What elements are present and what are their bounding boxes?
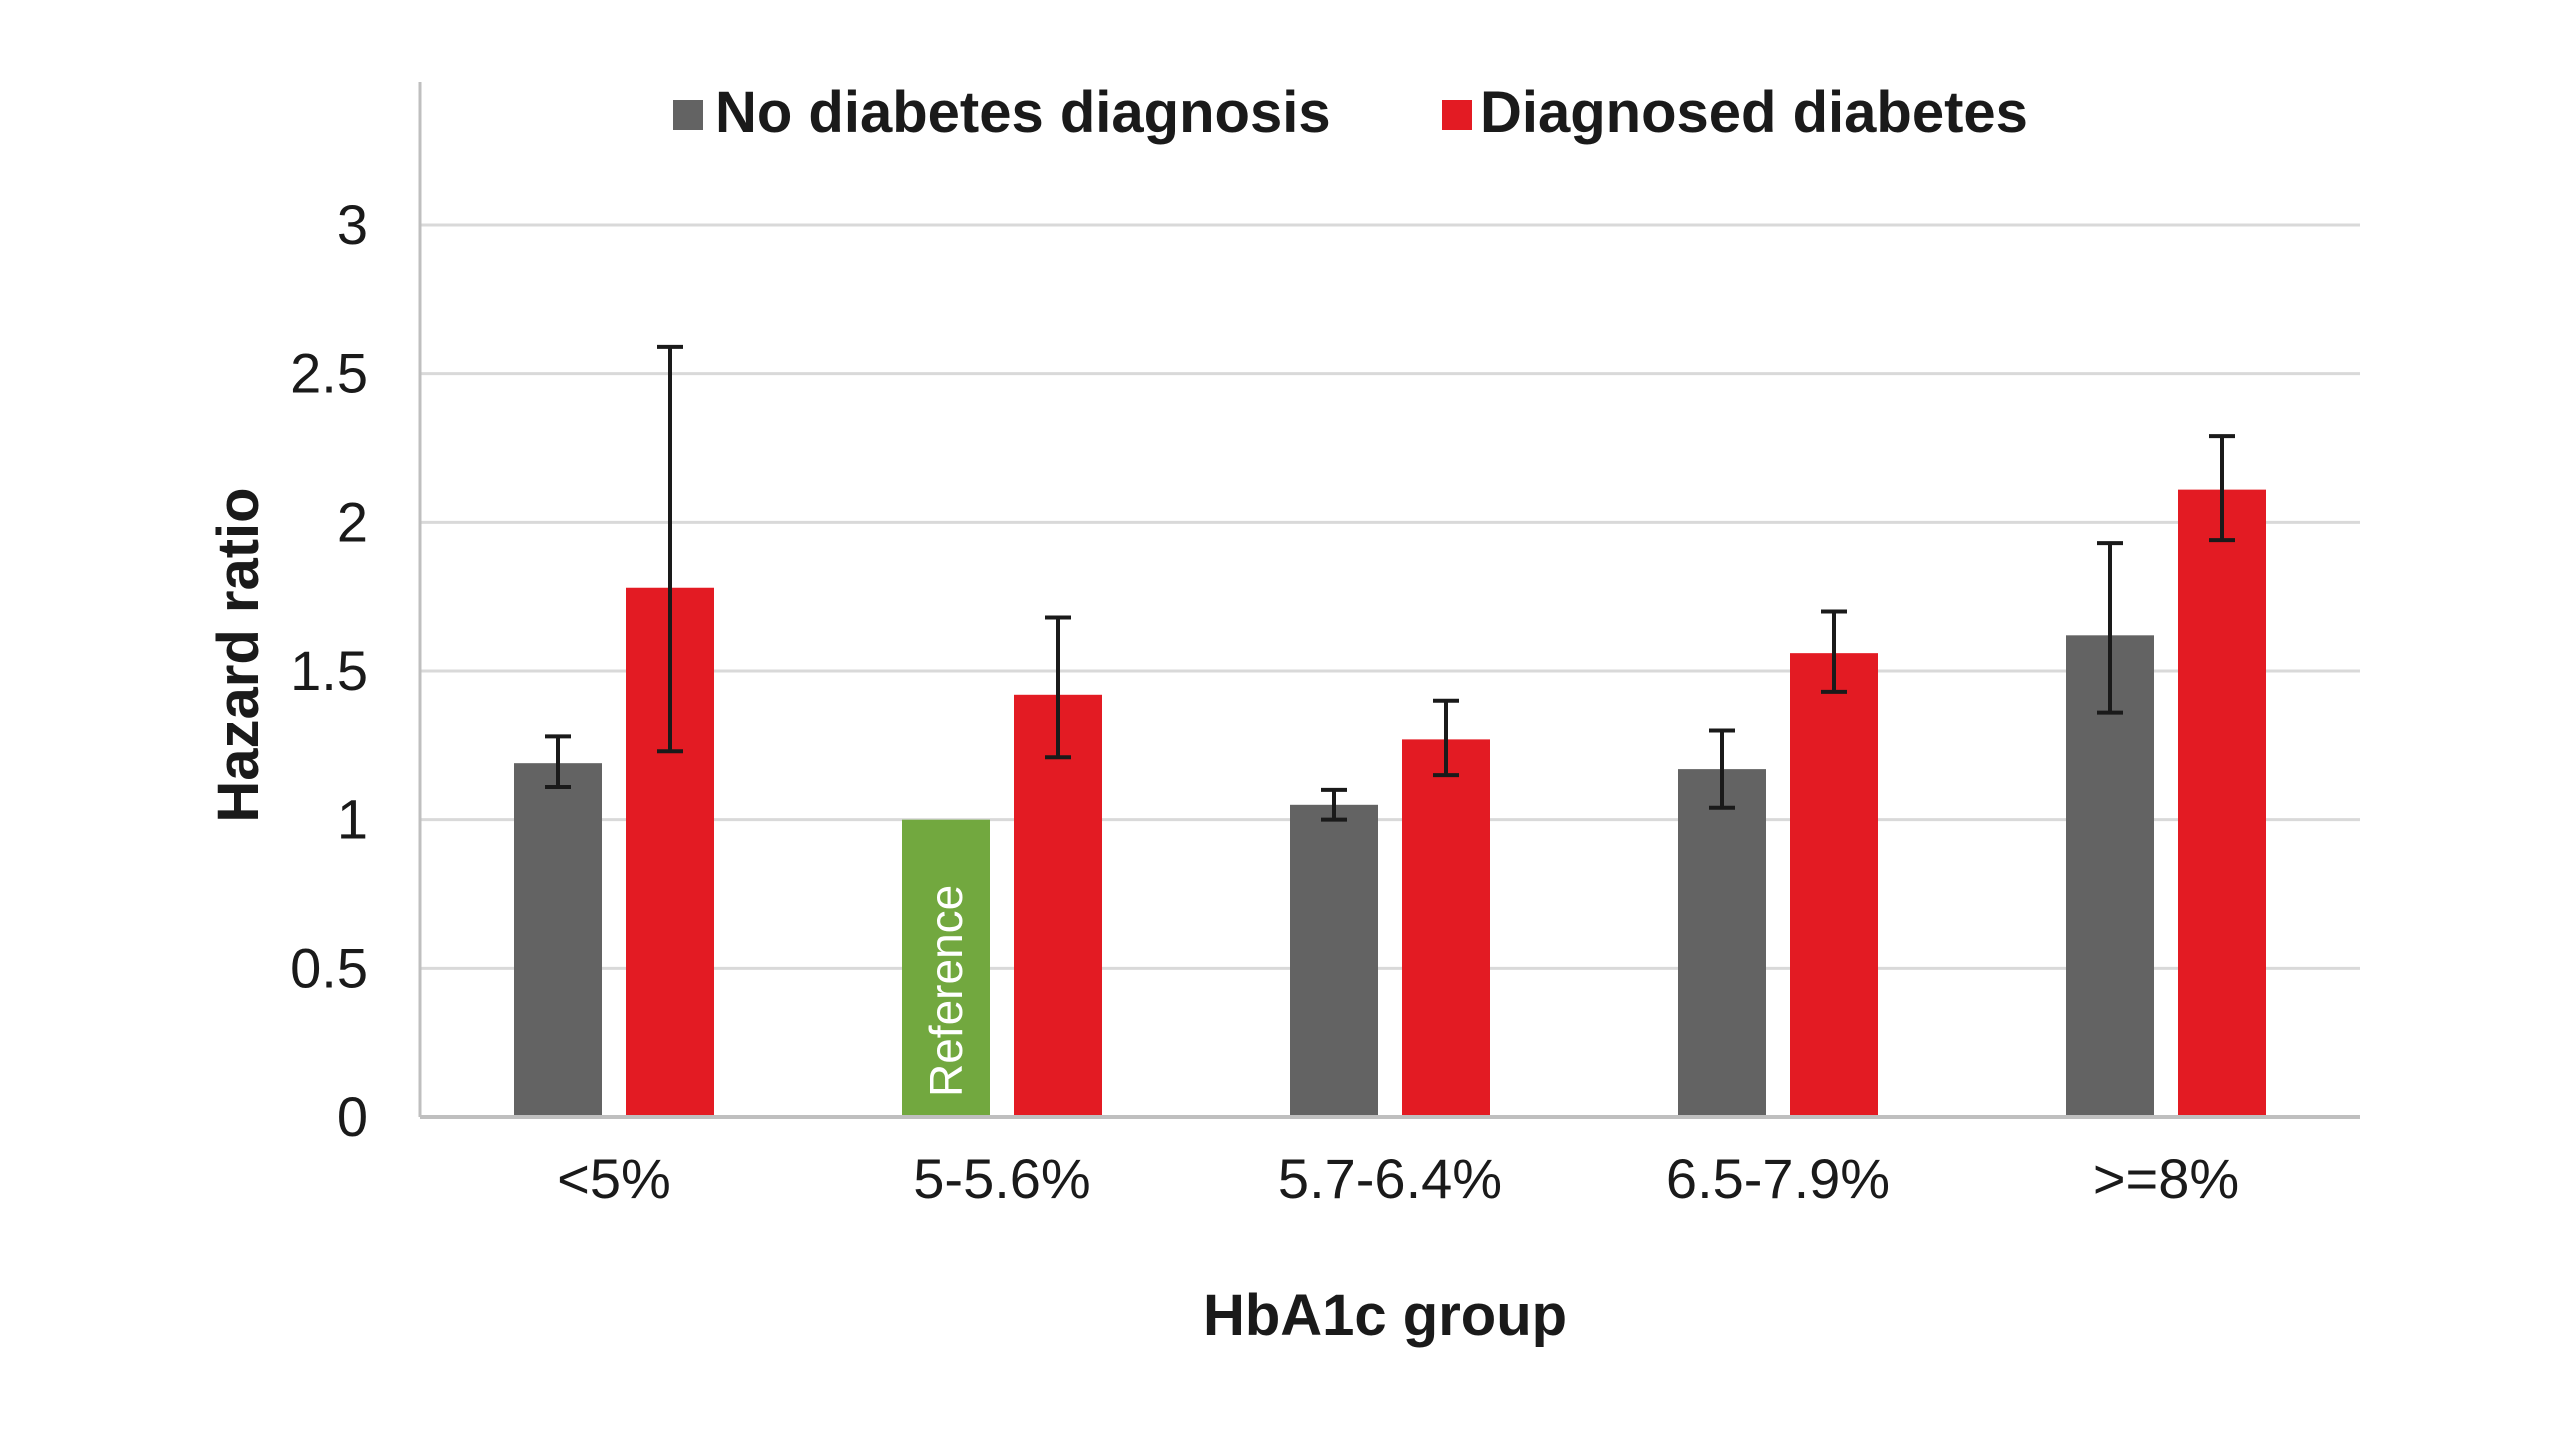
legend-swatch xyxy=(1442,100,1472,130)
y-tick-label: 2.5 xyxy=(290,342,368,405)
x-tick-label: 5-5.6% xyxy=(913,1147,1090,1210)
bar xyxy=(2066,635,2154,1117)
legend: No diabetes diagnosis Diagnosed diabetes xyxy=(673,80,2028,145)
x-tick-label: >=8% xyxy=(2093,1147,2239,1210)
y-tick-label: 0.5 xyxy=(290,936,368,999)
y-tick-label: 2 xyxy=(337,490,368,553)
y-tick-label: 3 xyxy=(337,193,368,256)
y-axis-title: Hazard ratio xyxy=(206,487,271,822)
x-axis-title: HbA1c group xyxy=(1203,1283,1567,1348)
bars: Reference xyxy=(514,489,2266,1117)
reference-bar xyxy=(902,819,990,1117)
x-tick-label: <5% xyxy=(557,1147,671,1210)
y-tick-label: 1 xyxy=(337,788,368,851)
x-tick-label: 6.5-7.9% xyxy=(1666,1147,1890,1210)
gridlines xyxy=(420,223,2360,970)
y-tick-label: 0 xyxy=(337,1085,368,1148)
bar xyxy=(1290,804,1378,1117)
bar xyxy=(1678,769,1766,1117)
axes xyxy=(418,82,2360,1119)
bar xyxy=(514,763,602,1117)
tick-labels: 0 0.5 1 1.5 2 2.5 3 <5% 5-5.6% 5.7-6.4% 6.5-7.9% >=… xyxy=(290,193,2239,1210)
x-tick-label: 5.7-6.4% xyxy=(1278,1147,1502,1210)
bar xyxy=(2178,489,2266,1117)
bar xyxy=(1790,653,1878,1117)
legend-swatch xyxy=(673,100,703,130)
legend-label: No diabetes diagnosis xyxy=(715,80,1331,145)
error-bars xyxy=(545,344,2235,822)
y-tick-label: 1.5 xyxy=(290,639,368,702)
bar xyxy=(1402,739,1490,1117)
bar xyxy=(1014,694,1102,1117)
legend-label: Diagnosed diabetes xyxy=(1480,80,2028,145)
reference-label: Reference xyxy=(920,885,972,1097)
